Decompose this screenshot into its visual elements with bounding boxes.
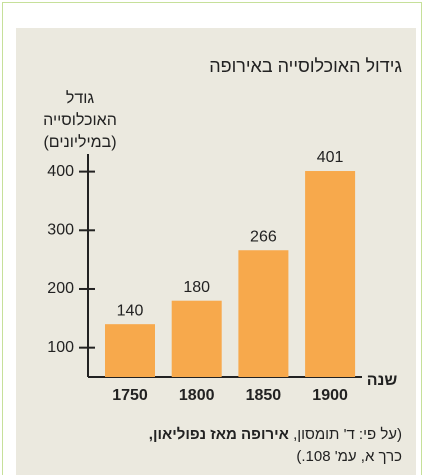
y-label-line: האוכלוסייה <box>43 112 117 129</box>
x-tick-label: 1900 <box>312 387 348 404</box>
source-prefix: (על פי: ד' תומסון, <box>293 426 402 443</box>
x-axis-label: שנה <box>367 372 398 389</box>
value-label: 180 <box>183 279 210 296</box>
y-tick-label: 200 <box>47 280 74 297</box>
y-axis-label: גודל האוכלוסייה (במיליונים) <box>20 88 140 154</box>
source-line: כרך א, עמ' 108.) <box>296 448 402 465</box>
y-tick-label: 300 <box>47 222 74 239</box>
source: (על פי: ד' תומסון, אירופה מאז נפוליאון, … <box>149 424 402 468</box>
source-title: אירופה מאז נפוליאון, <box>148 426 289 443</box>
chart-title: גידול האוכלוסייה באירופה <box>209 56 402 76</box>
x-tick-label: 1750 <box>112 387 148 404</box>
bar <box>171 300 222 377</box>
value-label: 401 <box>317 149 344 166</box>
value-label: 266 <box>250 228 277 245</box>
x-tick-label: 1800 <box>179 387 215 404</box>
y-tick-label: 100 <box>47 339 74 356</box>
y-label-line: גודל <box>65 90 95 107</box>
bar <box>105 324 155 377</box>
bar <box>305 171 356 377</box>
value-label: 140 <box>117 302 144 319</box>
x-tick-label: 1850 <box>246 387 282 404</box>
y-tick-label: 400 <box>47 163 74 180</box>
y-label-line: (במיליונים) <box>43 134 117 151</box>
bar <box>238 250 289 377</box>
